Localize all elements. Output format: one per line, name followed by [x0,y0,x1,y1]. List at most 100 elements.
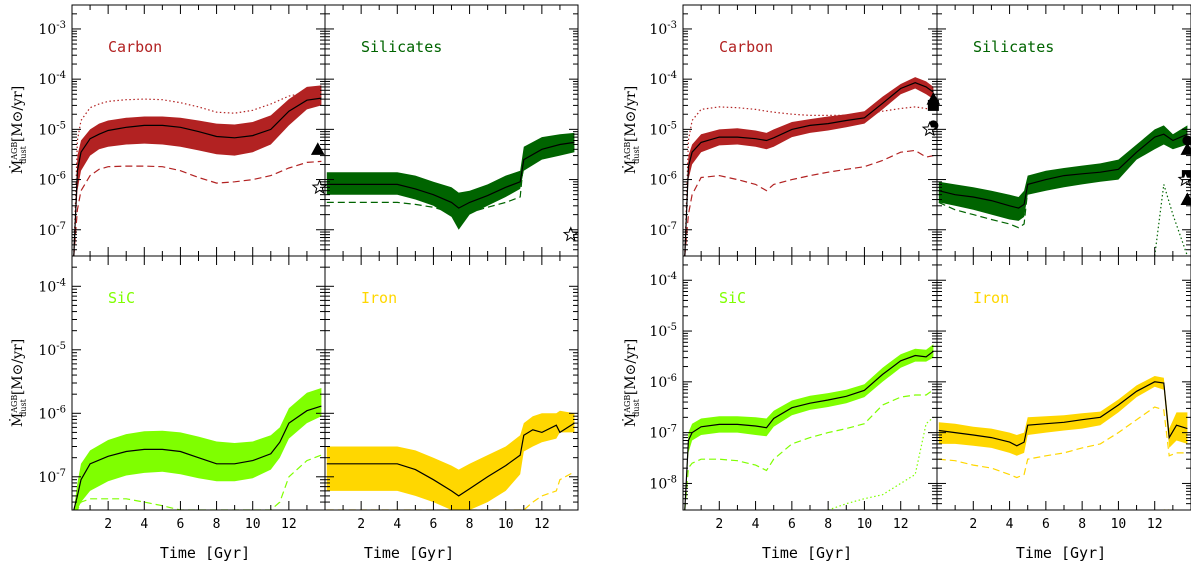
x-tick-label: 6 [430,517,438,532]
y-tick-label: 10-5 [38,120,66,138]
panel-left-bottom-left: 2 4 6 8 10 12 10-7 10-6 10-5 10-4 SiC [38,255,326,532]
plot-area [326,410,575,510]
uncertainty-band [73,388,322,510]
x-tick-label: 2 [104,517,112,532]
uncertainty-band [326,132,575,230]
x-tick-label: 8 [466,517,474,532]
y-axis-labels: ṀAGBdust[M⊙/yr] ṀAGBdust[M⊙/yr] ṀAGBdust[M… [8,86,641,427]
panel-title: Silicates [973,38,1054,56]
y-tick-label: 10-7 [649,221,677,239]
x-tick-label: 2 [357,517,365,532]
x-tick-label: 12 [281,517,297,532]
median-line [326,141,575,209]
x-tick-label: 12 [534,517,550,532]
panel-title: SiC [719,289,746,307]
panel-title: Iron [361,289,397,307]
plot-area [938,376,1188,510]
panel-title: Iron [973,289,1009,307]
dotted-line [827,416,934,510]
y-tick-label: 10-4 [649,271,677,289]
uncertainty-band [938,376,1188,456]
y-tick-label: 10-6 [649,171,677,189]
x-tick-label: 2 [715,517,723,532]
x-tick-label: 10 [498,517,514,532]
x-tick-label: 6 [1042,517,1050,532]
plot-area [326,132,575,230]
x-axis-label-left-b: Time [Gyr] [364,544,454,562]
median-line [938,133,1188,209]
dashed-line [938,406,1188,479]
x-tick-label: 10 [245,517,261,532]
x-tick-label: 10 [857,517,873,532]
median-line [326,422,575,497]
uncertainty-band [938,125,1188,221]
dotted-line [1154,184,1188,256]
y-tick-label: 10-3 [649,20,677,38]
uncertainty-band [326,410,575,510]
y-axis-label: ṀAGBdust[M⊙/yr] [8,339,28,427]
median-line [684,350,934,510]
panel-right-top-right: Silicates [936,4,1191,257]
y-tick-label: 10-3 [38,20,66,38]
panel-title: Silicates [361,38,442,56]
dashed-line [326,147,575,218]
plot-area [684,77,934,256]
x-tick-label: 12 [893,517,909,532]
median-line [684,82,934,256]
panel-title: Carbon [108,38,162,56]
dashed-line [73,454,322,510]
panel-right-bottom-left: 2 4 6 8 10 12 10-8 10-7 10-6 10-5 10-4 SiC [649,255,938,532]
dashed-line [684,149,934,256]
uncertainty-band [684,344,934,510]
median-line [73,405,322,510]
panel-right-bottom-right: 2 4 6 8 10 12 Iron [936,255,1191,532]
y-tick-label: 10-8 [649,474,677,492]
x-tick-label: 8 [213,517,221,532]
y-tick-label: 10-7 [38,468,66,486]
x-axis-label-right-a: Time [Gyr] [762,544,852,562]
dashed-line [73,160,322,256]
dotted-line [73,90,322,256]
plot-area [73,85,322,256]
x-axis-label-right-b: Time [Gyr] [1016,544,1106,562]
y-tick-label: 10-5 [38,341,66,359]
x-tick-label: 4 [752,517,760,532]
star-marker [921,121,938,137]
y-tick-label: 10-6 [38,404,66,422]
x-tick-label: 2 [969,517,977,532]
panels-layer: 10-7 10-6 10-5 10-4 10-3 Carbon Silicates 2 4 6 8 1… [38,4,1191,532]
panel-left-bottom-right: 2 4 6 8 10 12 Iron [324,255,579,532]
y-tick-label: 10-7 [38,221,66,239]
x-tick-label: 8 [1078,517,1086,532]
median-line [938,381,1188,447]
y-tick-label: 10-4 [649,70,677,88]
plot-area [938,125,1188,256]
y-tick-label: 10-4 [38,277,66,295]
uncertainty-band [684,77,934,256]
uncertainty-band [73,85,322,256]
panel-right-top-left: 10-7 10-6 10-5 10-4 10-3 Carbon [649,4,941,257]
y-tick-label: 10-6 [649,373,677,391]
plot-area [684,344,934,510]
median-line [73,97,322,256]
x-tick-label: 8 [824,517,832,532]
x-tick-label: 12 [1147,517,1163,532]
panel-title: SiC [108,289,135,307]
y-axis-label: ṀAGBdust[M⊙/yr] [621,86,641,174]
y-tick-label: 10-4 [38,70,66,88]
panel-title: Carbon [719,38,773,56]
dashed-line [938,136,1188,229]
y-tick-label: 10-7 [649,424,677,442]
x-axis-label-left-a: Time [Gyr] [160,544,250,562]
x-tick-label: 4 [140,517,148,532]
plot-area [73,388,322,510]
panel-left-top-right: Silicates [324,4,579,257]
y-tick-label: 10-6 [38,171,66,189]
x-tick-label: 4 [1006,517,1014,532]
y-axis-label: ṀAGBdust[M⊙/yr] [8,86,28,174]
y-tick-label: 10-5 [649,322,677,340]
y-axis-label: ṀAGBdust[M⊙/yr] [621,339,641,427]
dashed-line [684,389,934,510]
x-tick-label: 10 [1111,517,1127,532]
